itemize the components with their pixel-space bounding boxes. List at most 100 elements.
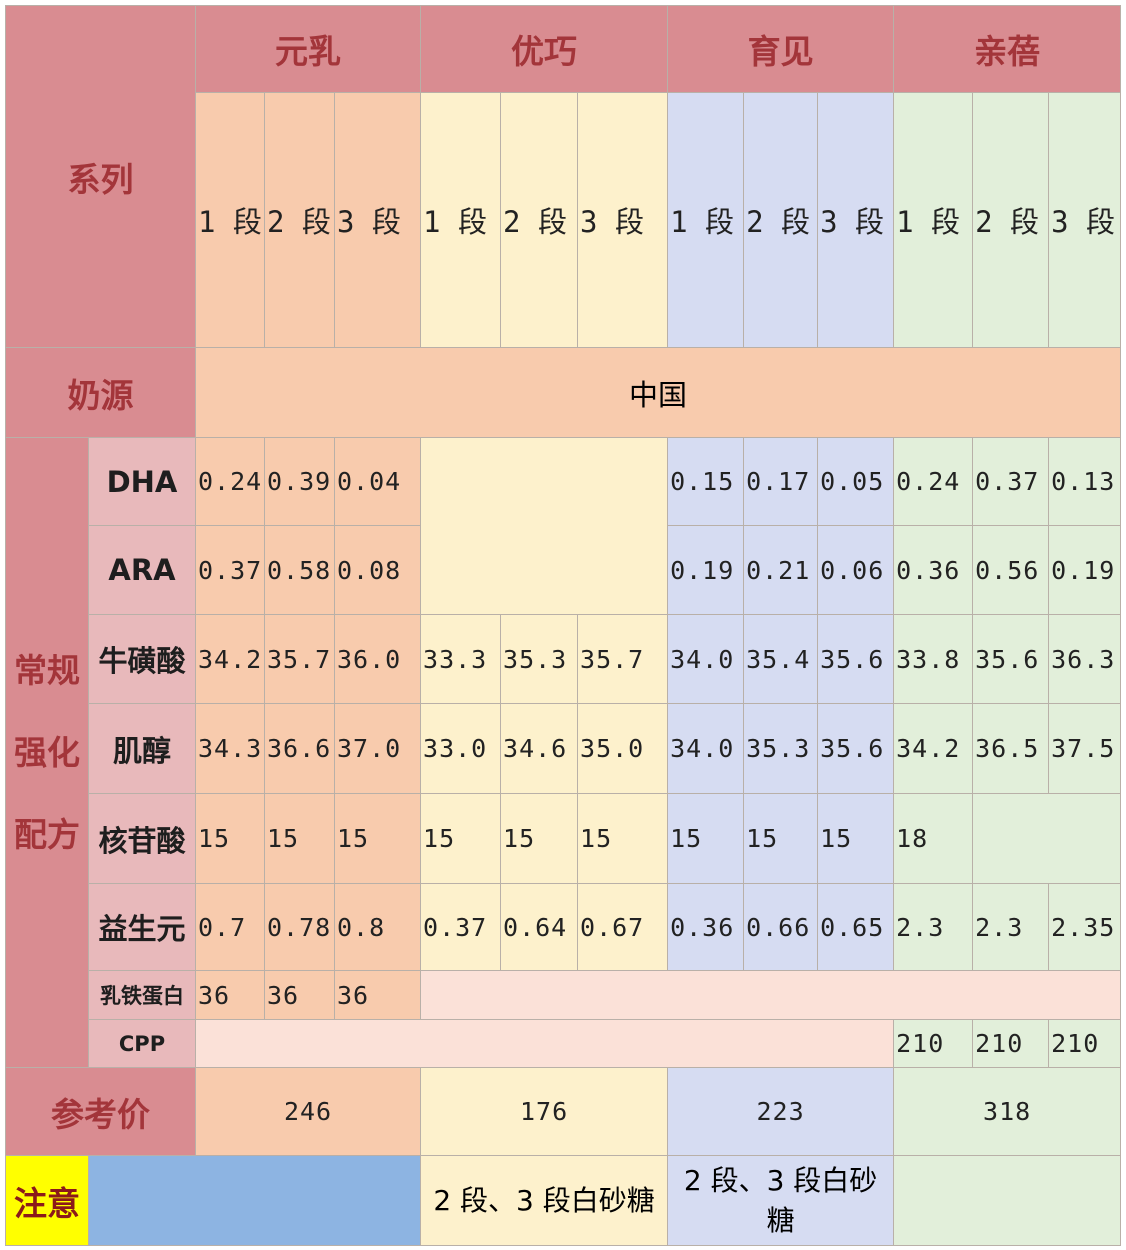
value-cell: 0.65: [817, 883, 895, 971]
stage: 2 段: [743, 92, 819, 348]
series-label: 系列: [5, 5, 196, 348]
value-cell: 33.0: [420, 703, 502, 794]
value-cell: 15: [817, 793, 895, 884]
value-cell: 15: [195, 793, 265, 884]
value-cell: 36: [333, 970, 422, 1020]
value-cell: 0.36: [667, 883, 745, 971]
value-cell: 34.0: [667, 703, 745, 794]
value-cell: 34.0: [667, 614, 745, 704]
value-cell: 15: [577, 793, 669, 884]
table-row: 奶源 中国: [5, 347, 1122, 438]
stage: 1 段: [195, 92, 265, 348]
value-cell: 0.24: [893, 437, 974, 526]
value-cell: 0.58: [264, 525, 335, 615]
value-cell: 35.6: [817, 703, 895, 794]
table-row: 注意 2 段、3 段白砂糖 2 段、3 段白砂糖: [5, 1155, 1122, 1246]
value-cell: 2.3: [893, 883, 974, 971]
value-cell: 15: [743, 793, 819, 884]
value-cell: 0.21: [743, 525, 819, 615]
value-cell: 0.19: [1048, 525, 1122, 615]
value-cell: 36.3: [1048, 614, 1122, 704]
value-cell: 0.24: [195, 437, 265, 526]
table-row: CPP 210 210 210: [6, 1019, 1122, 1068]
notes-value: 2 段、3 段白砂糖: [667, 1155, 895, 1246]
value-cell: 0.66: [743, 883, 819, 971]
value-cell: 0.64: [500, 883, 579, 971]
formula-item: 肌醇: [88, 703, 196, 794]
stage: 1 段: [667, 92, 745, 348]
value-cell: 0.17: [743, 437, 819, 526]
brand-name: 优巧: [420, 5, 669, 93]
empty-cell: [420, 970, 1122, 1020]
value-cell: 0.78: [264, 883, 335, 971]
value-cell: 33.3: [420, 614, 502, 704]
table-row: 肌醇 34.3 36.6 37.0 33.0 34.6 35.0 34.0 35.3 35.6 34…: [6, 703, 1122, 794]
value-cell: 0.37: [420, 883, 502, 971]
formula-item: 核苷酸: [88, 793, 196, 884]
value-cell: 15: [333, 793, 422, 884]
value-cell: 35.7: [577, 614, 669, 704]
value-cell: 35.0: [577, 703, 669, 794]
formula-item: ARA: [88, 525, 196, 615]
value-cell: 15: [500, 793, 579, 884]
table-row: 系列 元乳 优巧 育见 亲蓓: [5, 5, 1122, 348]
value-cell: 2.35: [1048, 883, 1122, 971]
value-cell: 0.37: [972, 437, 1050, 526]
value-cell: 15: [667, 793, 745, 884]
price-value: 318: [893, 1067, 1122, 1156]
table-row: 乳铁蛋白 36 36 36: [6, 970, 1122, 1020]
value-cell: 210: [893, 1019, 974, 1068]
stage: 3 段: [577, 92, 669, 348]
stage: 2 段: [264, 92, 335, 348]
brand-name: 亲蓓: [893, 5, 1122, 93]
table-row: 牛磺酸 34.2 35.7 36.0 33.3 35.3 35.7 34.0 35.4 35.6 3…: [6, 614, 1122, 704]
value-cell: 34.3: [195, 703, 265, 794]
value-cell: 0.56: [972, 525, 1050, 615]
value-cell: 2.3: [972, 883, 1050, 971]
value-cell: 0.67: [577, 883, 669, 971]
value-cell: 34.2: [195, 614, 265, 704]
value-cell: 35.6: [817, 614, 895, 704]
table-row: 益生元 0.7 0.78 0.8 0.37 0.64 0.67 0.36 0.66 0.65 2.3…: [6, 883, 1122, 971]
value-cell: 0.06: [817, 525, 895, 615]
stage: 3 段: [1048, 92, 1122, 348]
notes-empty: [87, 1155, 422, 1246]
value-cell: 35.3: [743, 703, 819, 794]
value-cell: 0.7: [195, 883, 265, 971]
stage: 1 段: [893, 92, 974, 348]
value-cell: 34.6: [500, 703, 579, 794]
formula-label: 常规强化配方: [5, 437, 89, 1068]
value-cell: 210: [972, 1019, 1050, 1068]
formula-item: 乳铁蛋白: [88, 970, 196, 1020]
value-cell: 36: [264, 970, 335, 1020]
formula-item: CPP: [88, 1019, 196, 1068]
stage: 3 段: [817, 92, 895, 348]
stage: 1 段: [420, 92, 502, 348]
value-cell: 37.0: [333, 703, 422, 794]
value-cell: 0.39: [264, 437, 335, 526]
notes-value: 2 段、3 段白砂糖: [420, 1155, 669, 1246]
value-cell: 0.19: [667, 525, 745, 615]
price-value: 223: [667, 1067, 895, 1156]
empty-cell: [972, 793, 1122, 884]
stage: 2 段: [972, 92, 1050, 348]
value-cell: 35.4: [743, 614, 819, 704]
value-cell: 0.15: [667, 437, 745, 526]
value-cell: 18: [893, 793, 974, 884]
notes-label: 注意: [5, 1155, 89, 1246]
price-value: 176: [420, 1067, 669, 1156]
value-cell: 36.6: [264, 703, 335, 794]
value-cell: 35.7: [264, 614, 335, 704]
value-cell: 0.04: [333, 437, 422, 526]
value-cell: 0.13: [1048, 437, 1122, 526]
value-cell: 0.05: [817, 437, 895, 526]
milk-source-value: 中国: [194, 347, 1122, 438]
table-row: 常规强化配方 DHA 0.24 0.39 0.04 0.15 0.17 0.05 0.24 0.3…: [5, 437, 1122, 1068]
table-row: ARA 0.37 0.58 0.08 0.19 0.21 0.06 0.36 0.56 0.19: [6, 525, 1122, 615]
formula-item: 益生元: [88, 883, 196, 971]
value-cell: 36: [195, 970, 265, 1020]
